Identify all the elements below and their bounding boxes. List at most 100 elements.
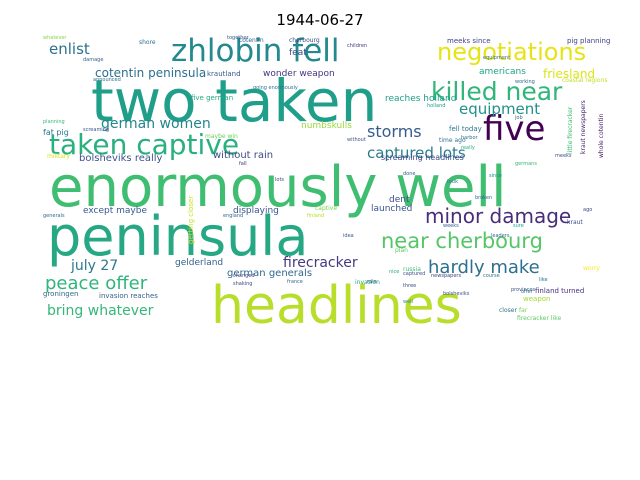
word-together: together <box>227 35 249 41</box>
word-reaches-holland: reaches holland <box>385 94 457 104</box>
word-two-taken: two taken <box>91 67 378 135</box>
word-killed-near: killed near <box>431 77 563 106</box>
word-meeks-since: meeks since <box>447 37 491 45</box>
word-gelderland: gelderland <box>175 258 224 268</box>
word-whatever: whatever <box>43 35 67 41</box>
word-broken: broken <box>475 195 493 201</box>
word-invasion: invasion <box>355 279 380 286</box>
word-cherbourg: cherbourg <box>289 37 320 44</box>
word-finland-turned: finland turned <box>535 287 585 295</box>
word-children: children <box>347 43 368 49</box>
word-captured: captured <box>403 271 426 277</box>
word-zhlobin-fell: zhlobin fell <box>171 34 340 69</box>
word-meeks: meeks <box>555 153 572 159</box>
word-cotentin-peninsula: cotentin peninsula <box>95 66 207 80</box>
chart-title: 1944-06-27 <box>276 11 364 29</box>
word-lots: lots <box>275 177 285 183</box>
word-kraut-newspapers: kraut newspapers <box>580 100 587 154</box>
word-screaming-headlines: screaming headlines <box>381 153 464 162</box>
word-newspapers: newspapers <box>431 273 462 279</box>
word-weeks: weeks <box>443 223 459 229</box>
word-england: england <box>223 213 244 219</box>
word-enlist: enlist <box>49 40 90 58</box>
word-working: working <box>515 79 535 85</box>
word-bolsheviks: bolsheviks <box>443 291 470 297</box>
word-without: without <box>347 137 366 143</box>
word-without-rain: without rain <box>213 150 274 161</box>
word-captive: captive <box>315 205 338 212</box>
word-holland: holland <box>427 103 446 109</box>
word-pig-planning: pig planning <box>567 37 611 45</box>
word-planning: planning <box>43 119 65 125</box>
word-ago: ago <box>583 207 593 213</box>
word-bring-whatever: bring whatever <box>47 303 154 319</box>
word-generals: generals <box>43 213 65 219</box>
word-closer: closer <box>499 307 517 314</box>
word-coastal-regions: coastal regions <box>562 77 608 84</box>
word-fat-pig: fat pig <box>43 128 69 137</box>
word-dent: dent <box>389 195 410 205</box>
word-headlines: headlines <box>211 276 462 331</box>
word-july-27: july 27 <box>71 258 119 274</box>
word-numbskulls: numbskulls <box>301 121 352 131</box>
word-little-firecracker: little firecracker <box>567 106 574 154</box>
word-shaking: shaking <box>233 281 253 287</box>
word-storms: storms <box>367 122 422 141</box>
word-provinces: provinces <box>511 287 536 293</box>
word-taken-captive: taken captive <box>49 128 240 161</box>
word-near-cherbourg: near cherbourg <box>381 229 543 253</box>
word-well: well <box>403 299 413 305</box>
word-shore: shore <box>139 39 156 46</box>
word-offer: offer <box>521 289 533 295</box>
word-invasion-reaches: invasion reaches <box>99 292 158 300</box>
word-kraut: kraut <box>567 219 583 226</box>
word-equipment: equipment <box>459 100 541 118</box>
word-whole-cotentin: whole cotentin <box>598 113 605 158</box>
word-americans: americans <box>479 67 526 77</box>
word-captured-lots: captured lots <box>367 144 466 162</box>
word-far: far <box>519 307 528 314</box>
word-hardly-make: hardly make <box>428 257 540 278</box>
word-peninsula: peninsula <box>47 205 309 268</box>
word-worry: worry <box>583 265 600 272</box>
word-weapon: weapon <box>523 295 551 303</box>
word-leaders: leaders <box>491 233 510 239</box>
word-done: done <box>403 171 416 177</box>
word-launched: launched <box>371 204 413 214</box>
word-sure: sure <box>513 223 524 229</box>
word-job: job <box>515 115 523 121</box>
word-minor-damage: minor damage <box>425 204 572 228</box>
word-rain: rain <box>367 279 377 285</box>
word-nice: nice <box>389 269 400 275</box>
word-announced: announced <box>93 77 121 83</box>
word-five-german: five german <box>191 94 234 102</box>
word-cloud: enormously well peninsula headlines two tak… <box>43 34 616 331</box>
word-time-ago: time ago <box>439 137 466 144</box>
word-germans: germans <box>515 161 537 167</box>
word-negotiations: negotiations <box>437 38 587 66</box>
word-bolsheviks-really: bolsheviks really <box>79 153 163 164</box>
word-really: really <box>461 145 475 151</box>
word-displaying: displaying <box>233 206 279 216</box>
word-fell-today: fell today <box>449 125 482 133</box>
word-like: like <box>539 277 548 283</box>
word-screaming: screaming <box>83 127 110 133</box>
word-russia: russia <box>403 266 421 273</box>
word-course: course <box>483 273 500 279</box>
word-wonder-weapon: wonder weapon <box>263 69 335 79</box>
word-harbor: harbor <box>461 135 478 141</box>
word-maybe-win: maybe win <box>205 133 238 140</box>
word-five: five <box>483 109 546 149</box>
word-finland: finland <box>307 213 325 219</box>
word-groningen: groningen <box>43 290 79 298</box>
word-three: three <box>403 283 417 289</box>
word-german-generals: german generals <box>227 268 313 279</box>
word-feat: feat <box>289 48 307 58</box>
word-damage: damage <box>83 57 104 63</box>
word-getting-closer: getting closer <box>187 195 195 244</box>
word-plan: plan <box>395 247 408 254</box>
word-fall: fall <box>239 161 247 167</box>
word-peace-offer: peace offer <box>45 273 148 294</box>
word-friesland: friesland <box>543 67 596 81</box>
word-cotentin: cotentin <box>239 37 264 44</box>
